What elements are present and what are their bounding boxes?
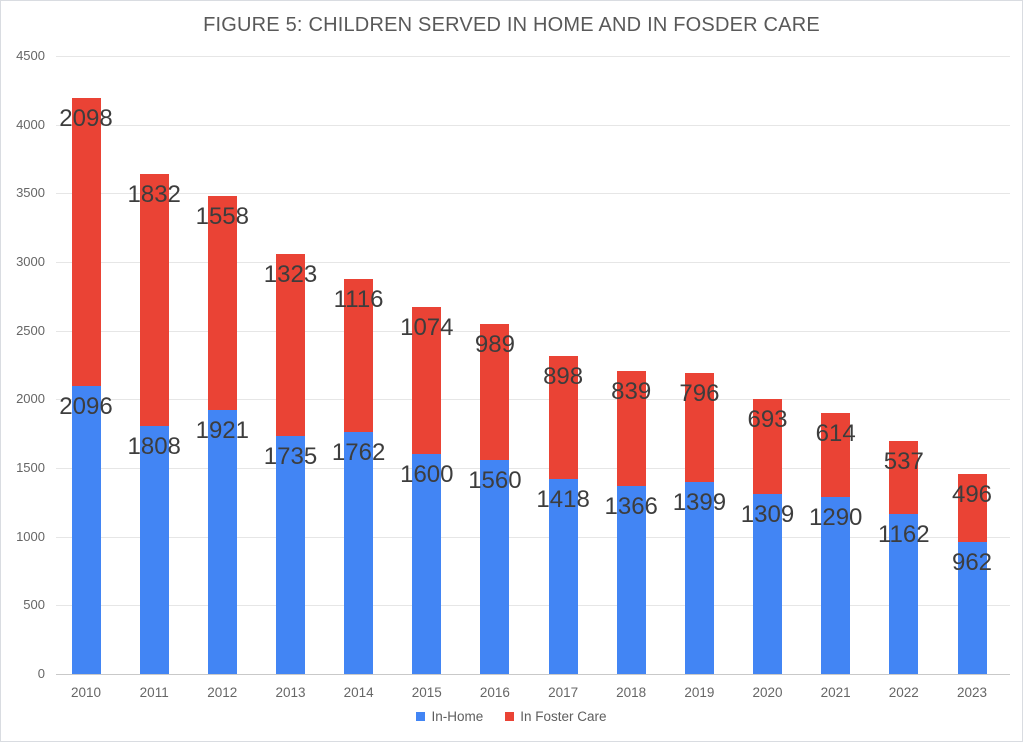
bar-2023-in-home-label: 962	[951, 548, 993, 576]
bar-2020-in-foster-care-label: 693	[747, 406, 788, 434]
bar-2014-in-home-label: 1762	[331, 439, 386, 466]
bar-2016-in-foster-care-label: 989	[474, 330, 515, 358]
y-tick-2500: 2500	[16, 322, 45, 338]
legend-label: In Foster Care	[520, 709, 607, 724]
bar-2012-in-home-label: 1921	[195, 417, 249, 445]
bar-2013-in-foster-care-label: 1323	[263, 261, 318, 288]
y-tick-4000: 4000	[16, 116, 45, 132]
legend-item-in-foster-care: In Foster Care	[505, 709, 607, 724]
gridline-1500	[56, 468, 1010, 469]
bar-2011-in-home-label: 1808	[127, 432, 181, 460]
bar-2013-in-home-segment	[276, 435, 305, 674]
bar-2010-in-home-label: 2096	[59, 393, 113, 421]
x-tick-2014: 2014	[343, 685, 374, 700]
gridline-4500	[56, 56, 1010, 57]
bar-2019-in-foster-care-segment	[684, 372, 714, 482]
gridline-500	[56, 605, 1010, 607]
bar-2019-in-home-segment	[684, 481, 714, 674]
bar-2018-in-foster-care-segment	[616, 371, 646, 487]
x-tick-2017: 2017	[548, 685, 579, 700]
bar-2023-in-home-segment	[957, 541, 987, 674]
bar-2015-in-foster-care-label: 1074	[400, 313, 454, 341]
bar-2017-in-home-segment	[548, 479, 578, 674]
bar-2020-in-home-segment	[753, 494, 782, 674]
legend-swatch-icon	[505, 712, 515, 721]
x-tick-2018: 2018	[616, 685, 647, 700]
bar-2022-in-foster-care-label: 537	[883, 447, 924, 475]
bar-2023-in-foster-care-label: 496	[951, 480, 993, 508]
chart-title: FIGURE 5: CHILDREN SERVED IN HOME AND IN…	[203, 14, 820, 36]
gridline-2000	[56, 399, 1010, 401]
bar-2016-in-home-label: 1560	[468, 466, 522, 494]
x-tick-2020: 2020	[752, 685, 783, 700]
bar-2010-in-foster-care-segment	[71, 98, 101, 387]
y-tick-1500: 1500	[16, 460, 45, 475]
bar-2019-in-foster-care-label: 796	[679, 379, 720, 407]
gridline-0	[56, 674, 1010, 675]
bar-2015-in-foster-care-segment	[412, 306, 442, 455]
y-tick-3500: 3500	[16, 185, 45, 201]
gridline-3000	[56, 262, 1010, 263]
bar-2021-in-home-segment	[821, 496, 851, 674]
y-tick-2000: 2000	[16, 391, 45, 407]
bar-2021-in-home-label: 1290	[808, 503, 863, 531]
bar-2010-in-home-segment	[71, 386, 101, 674]
legend-swatch-icon	[416, 712, 426, 721]
bar-2018-in-home-segment	[616, 486, 646, 674]
x-tick-2021: 2021	[820, 685, 851, 700]
bar-2012-in-foster-care-label: 1558	[195, 203, 249, 231]
x-tick-2011: 2011	[139, 685, 169, 700]
bar-2011-in-foster-care-segment	[139, 174, 169, 426]
legend-label: In-Home	[431, 709, 484, 724]
x-tick-2015: 2015	[411, 685, 442, 700]
y-tick-1000: 1000	[16, 528, 45, 544]
x-tick-2022: 2022	[888, 685, 919, 700]
bar-2021-in-foster-care-label: 614	[815, 419, 856, 447]
bar-2022-in-foster-care-segment	[889, 440, 919, 515]
bar-2012-in-foster-care-segment	[207, 196, 237, 411]
bar-2013-in-home-label: 1735	[263, 442, 318, 470]
x-tick-2023: 2023	[956, 685, 988, 700]
bar-2017-in-foster-care-label: 898	[543, 362, 584, 390]
x-tick-2016: 2016	[479, 685, 510, 700]
bar-2023-in-foster-care-segment	[957, 473, 987, 542]
bar-2020-in-home-label: 1309	[740, 501, 795, 529]
gridline-4000	[56, 124, 1010, 126]
bar-2018-in-foster-care-label: 839	[611, 378, 652, 406]
bar-2016-in-home-segment	[480, 459, 510, 674]
bar-2021-in-foster-care-segment	[821, 412, 851, 497]
legend-item-in-home: In-Home	[416, 709, 483, 724]
x-tick-2010: 2010	[70, 685, 102, 700]
y-tick-4500: 4500	[16, 48, 45, 63]
bar-2011-in-foster-care-label: 1832	[127, 181, 181, 209]
bar-2011-in-home-segment	[139, 425, 169, 674]
y-tick-0: 0	[37, 666, 45, 681]
x-tick-2012: 2012	[207, 685, 238, 700]
gridline-3500	[56, 193, 1010, 195]
bar-2019-in-home-label: 1399	[672, 488, 727, 516]
bar-2014-in-home-segment	[344, 432, 374, 674]
bar-2014-in-foster-care-segment	[344, 278, 374, 433]
bar-2015-in-home-label: 1600	[400, 461, 454, 489]
bar-2022-in-home-label: 1162	[877, 521, 930, 549]
bar-2013-in-foster-care-segment	[276, 254, 305, 436]
bar-2017-in-foster-care-segment	[548, 355, 578, 480]
bar-2017-in-home-label: 1418	[536, 486, 590, 514]
x-tick-2013: 2013	[275, 685, 306, 700]
gridline-2500	[56, 330, 1010, 332]
bar-2022-in-home-segment	[889, 514, 919, 674]
bar-2020-in-foster-care-segment	[753, 399, 782, 495]
bar-2015-in-home-segment	[412, 454, 442, 674]
bar-2018-in-home-label: 1366	[604, 493, 658, 521]
y-tick-500: 500	[23, 597, 45, 613]
bar-2010-in-foster-care-label: 2098	[59, 105, 113, 132]
gridline-1000	[56, 536, 1010, 538]
bar-2016-in-foster-care-segment	[480, 323, 510, 460]
bar-2014-in-foster-care-label: 1116	[333, 285, 384, 313]
x-tick-2019: 2019	[684, 685, 715, 700]
bar-2012-in-home-segment	[207, 410, 237, 674]
legend: In-Home In Foster Care	[1, 709, 1022, 724]
y-tick-3000: 3000	[16, 254, 45, 269]
